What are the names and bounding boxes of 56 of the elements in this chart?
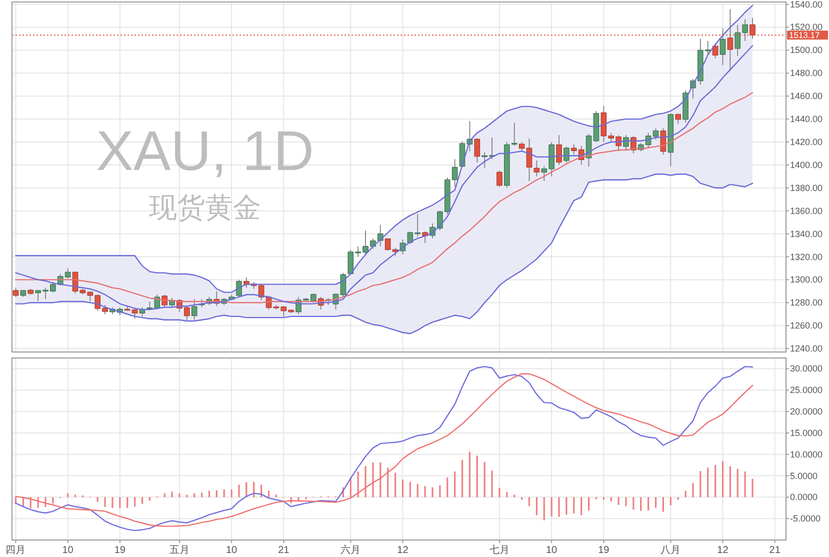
- y-tick-label: 1500.00: [790, 45, 823, 56]
- y-tick-label: 10.0000: [790, 449, 823, 460]
- y-tick-label: 1320.00: [790, 252, 823, 262]
- x-tick-label: 10: [546, 545, 558, 556]
- y-tick-label: 1520.00: [790, 22, 823, 32]
- candlestick: [511, 122, 518, 146]
- x-tick-label: 12: [717, 545, 729, 556]
- y-tick-label: 1440.00: [790, 114, 823, 124]
- y-tick-label: 1240.00: [790, 344, 823, 354]
- x-tick-label: 五月: [169, 545, 190, 556]
- x-tick-label: 四月: [6, 545, 26, 556]
- candlestick: [162, 294, 168, 308]
- ref-line-label: 1513.17: [789, 30, 820, 40]
- candlestick: [623, 134, 629, 151]
- candlestick: [12, 287, 19, 298]
- candlestick: [564, 146, 570, 164]
- y-tick-label: 1400.00: [790, 160, 823, 170]
- candlestick: [236, 279, 242, 298]
- x-tick-label: 21: [278, 545, 290, 556]
- candlestick: [556, 134, 562, 166]
- x-tick-label: 七月: [489, 544, 510, 556]
- y-tick-label: 1540.00: [790, 0, 823, 10]
- candlestick: [652, 128, 659, 140]
- x-tick-label: 10: [62, 545, 74, 556]
- candlestick: [191, 298, 198, 320]
- y-tick-label: -5.0000: [790, 514, 821, 524]
- y-tick-label: 1420.00: [790, 137, 823, 147]
- x-tick-label: 八月: [660, 545, 681, 556]
- candlestick: [675, 112, 681, 124]
- x-tick-label: 10: [226, 545, 238, 556]
- y-tick-label: 1380.00: [790, 182, 823, 193]
- text: XAU, 1D: [96, 119, 314, 182]
- x-tick-label: 21: [769, 545, 781, 556]
- y-tick-label: 1300.00: [790, 274, 823, 285]
- y-tick-label: 25.0000: [790, 385, 823, 396]
- y-tick-label: 1460.00: [790, 91, 823, 102]
- y-tick-label: 5.0000: [790, 470, 818, 481]
- y-tick-label: 30.0000: [790, 364, 823, 374]
- candlestick: [534, 160, 540, 177]
- candlestick: [496, 170, 502, 188]
- candlestick: [518, 142, 525, 152]
- text: 现货黄金: [149, 192, 261, 223]
- x-tick-label: 19: [598, 545, 610, 556]
- y-tick-label: 1340.00: [790, 228, 823, 239]
- y-tick-label: 20.0000: [790, 406, 823, 417]
- x-tick-label: 19: [114, 545, 126, 556]
- y-tick-label: 0.0000: [790, 492, 818, 502]
- y-tick-label: 1280.00: [790, 298, 823, 308]
- candlestick: [474, 138, 480, 164]
- y-tick-label: 1260.00: [790, 320, 823, 331]
- candlestick: [720, 28, 726, 66]
- y-tick-label: 15.0000: [790, 428, 823, 438]
- y-tick-label: 1360.00: [790, 206, 823, 216]
- x-tick-label: 12: [397, 545, 409, 556]
- y-tick-label: 1480.00: [790, 68, 823, 78]
- x-tick-label: 六月: [340, 544, 361, 556]
